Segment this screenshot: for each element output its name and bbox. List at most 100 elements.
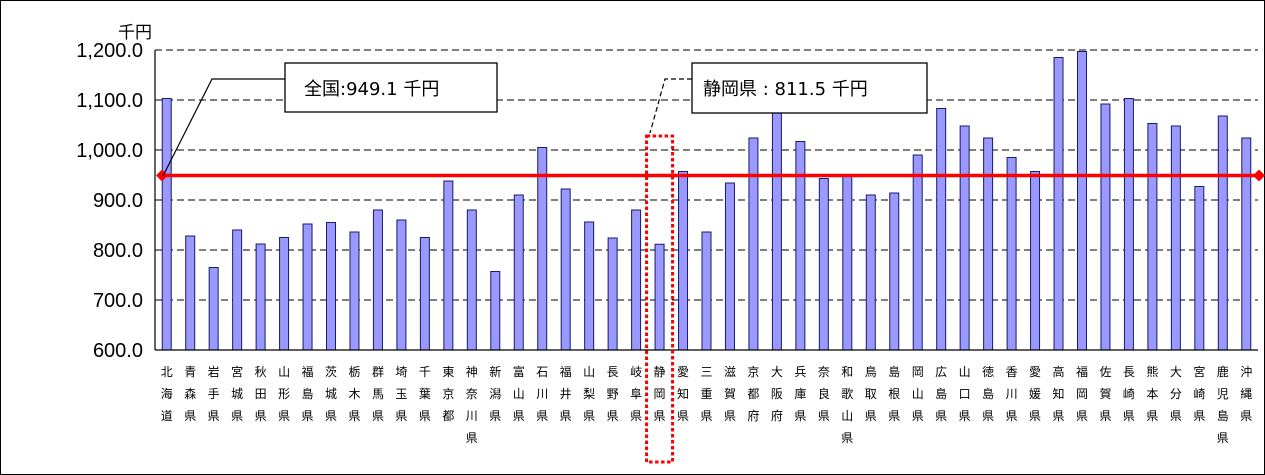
- x-tick-char: 石: [536, 365, 548, 379]
- x-tick-char: 県: [1099, 409, 1111, 423]
- x-tick-char: 沖: [1240, 365, 1252, 379]
- x-tick-char: 縄: [1240, 386, 1252, 401]
- x-tick-char: 宮: [1193, 364, 1205, 379]
- bar-長野県: [607, 237, 618, 351]
- bar-高知県: [1053, 57, 1064, 351]
- x-tick-label: 千葉県: [419, 365, 431, 423]
- x-tick-char: 県: [466, 431, 478, 445]
- x-tick-label: 静岡県: [654, 365, 666, 423]
- bar-大分県: [1170, 125, 1181, 351]
- x-tick-label: 京都府: [747, 365, 759, 423]
- x-tick-char: 鹿: [1217, 364, 1229, 379]
- x-tick-label: 宮城県: [231, 364, 243, 423]
- x-tick-label: 三重県: [700, 365, 712, 423]
- x-tick-char: 府: [771, 408, 783, 423]
- x-tick-char: 県: [184, 409, 196, 423]
- x-tick-label: 熊本県: [1146, 364, 1158, 423]
- x-tick-label: 長野県: [607, 365, 619, 423]
- bar-富山県: [513, 194, 524, 351]
- x-tick-char: 川: [466, 409, 478, 423]
- x-tick-char: 山: [841, 409, 853, 423]
- x-tick-char: 神: [466, 365, 478, 379]
- y-axis-ticks: 600.0 700.0 800.0 900.0 1,000.0 1,100.0 1,200.…: [76, 40, 143, 362]
- x-tick-char: 分: [1170, 387, 1182, 401]
- x-tick-char: 県: [536, 409, 548, 423]
- bar-兵庫県: [795, 141, 806, 351]
- x-tick-char: 山: [278, 365, 290, 379]
- x-tick-label: 広島県: [935, 365, 947, 423]
- x-tick-label: 徳島県: [982, 364, 994, 423]
- bar-佐賀県: [1100, 103, 1111, 351]
- bar-石川県: [537, 147, 548, 351]
- x-tick-label: 滋賀県: [724, 365, 736, 423]
- x-tick-char: 滋: [724, 365, 736, 379]
- x-tick-char: 手: [208, 387, 220, 401]
- x-tick-char: 根: [888, 387, 900, 401]
- x-tick-char: 川: [1006, 387, 1018, 401]
- x-tick-char: 広: [935, 365, 947, 379]
- bar-鹿児島県: [1217, 115, 1228, 351]
- x-tick-char: 県: [1146, 409, 1158, 423]
- bar-宮城県: [232, 229, 243, 351]
- x-tick-char: 県: [607, 409, 619, 423]
- x-tick-label: 新潟県: [489, 364, 501, 423]
- x-tick-char: 秋: [255, 365, 267, 379]
- x-tick-label: 茨城県: [325, 365, 337, 423]
- x-tick-char: 県: [1053, 409, 1065, 423]
- x-tick-char: 新: [489, 364, 501, 379]
- x-tick-char: 重: [700, 387, 712, 401]
- x-tick-char: 佐: [1099, 365, 1111, 379]
- x-tick-label: 高知県: [1053, 364, 1065, 423]
- x-tick-char: 県: [489, 409, 501, 423]
- x-tick-char: 田: [255, 387, 267, 401]
- average-marker-right: [1253, 169, 1265, 182]
- shizuoka-callout-leader: [649, 78, 692, 134]
- bar-山口県: [959, 125, 970, 351]
- x-tick-char: 県: [255, 409, 267, 423]
- national-callout-text: 全国:949.1 千円: [304, 79, 439, 100]
- x-tick-char: 県: [818, 409, 830, 423]
- x-tick-char: 良: [818, 386, 830, 401]
- x-tick-char: 府: [747, 408, 759, 423]
- national-callout-leader: [162, 78, 285, 177]
- bar-島根県: [889, 192, 900, 351]
- x-tick-char: 大: [1170, 365, 1182, 379]
- x-tick-char: 県: [959, 409, 971, 423]
- bar-愛知県: [678, 171, 689, 351]
- x-tick-char: 栃: [348, 365, 360, 379]
- x-tick-label: 鳥取県: [865, 364, 877, 423]
- x-tick-char: 静: [654, 365, 666, 379]
- x-tick-char: 県: [560, 409, 572, 423]
- bar-福島県: [302, 223, 313, 351]
- x-tick-char: 岩: [208, 364, 220, 379]
- x-tick-char: 城: [231, 387, 243, 401]
- shizuoka-callout-box: [691, 62, 928, 114]
- x-tick-label: 岩手県: [208, 364, 220, 423]
- x-tick-char: 山: [583, 365, 595, 379]
- x-tick-char: 福: [1076, 364, 1088, 379]
- x-tick-char: 高: [1053, 364, 1065, 379]
- x-tick-char: 県: [395, 409, 407, 423]
- x-tick-label: 秋田県: [255, 365, 267, 423]
- x-tick-char: 玉: [395, 387, 407, 401]
- x-tick-label: 島根県: [888, 364, 900, 423]
- bar-群馬県: [372, 209, 383, 351]
- national-average-line: [156, 169, 1265, 182]
- x-tick-char: 島: [935, 386, 947, 401]
- bar-広島県: [936, 108, 947, 351]
- x-tick-label: 福岡県: [1076, 364, 1088, 423]
- y-tick-label: 1,100.0: [76, 90, 143, 112]
- bar-埼玉県: [396, 219, 407, 351]
- x-tick-char: 県: [724, 409, 736, 423]
- bar-北海道: [161, 98, 172, 351]
- x-tick-char: 愛: [1029, 365, 1041, 379]
- x-tick-char: 口: [959, 387, 971, 401]
- x-tick-label: 長崎県: [1123, 365, 1135, 423]
- x-tick-char: 県: [1240, 409, 1252, 423]
- x-tick-label: 大分県: [1170, 365, 1182, 423]
- x-tick-char: 県: [912, 409, 924, 423]
- x-tick-char: 兵: [794, 365, 806, 379]
- x-tick-char: 県: [935, 409, 947, 423]
- x-tick-char: 県: [231, 409, 243, 423]
